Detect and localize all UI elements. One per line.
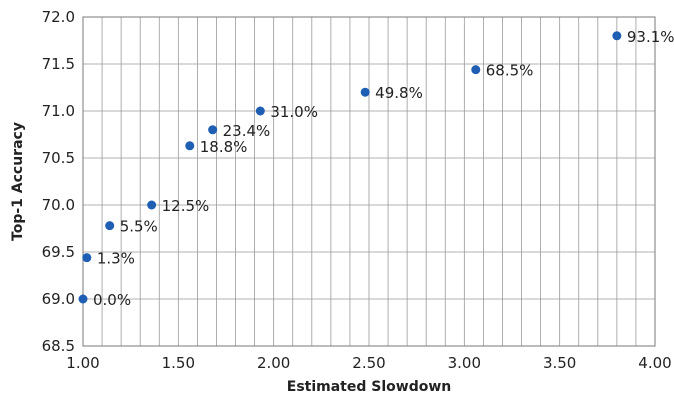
data-point xyxy=(612,31,622,41)
data-point xyxy=(208,125,218,135)
y-tick-label: 68.5 xyxy=(42,337,75,355)
data-point xyxy=(78,294,88,304)
data-point xyxy=(360,87,370,97)
y-tick-label: 71.0 xyxy=(42,102,75,120)
data-label: 0.0% xyxy=(93,291,131,309)
data-label: 5.5% xyxy=(120,218,158,236)
x-tick-label: 1.50 xyxy=(162,354,195,372)
y-tick-label: 69.0 xyxy=(42,290,75,308)
x-tick-label: 4.00 xyxy=(638,354,671,372)
data-label: 23.4% xyxy=(223,122,271,140)
x-tick-label: 2.50 xyxy=(352,354,385,372)
data-point xyxy=(255,106,265,116)
data-label: 31.0% xyxy=(270,103,318,121)
data-point xyxy=(147,200,157,210)
data-label: 68.5% xyxy=(486,62,534,80)
data-label: 1.3% xyxy=(97,250,135,268)
x-tick-label: 2.00 xyxy=(257,354,290,372)
y-tick-label: 69.5 xyxy=(42,243,75,261)
x-tick-label: 3.50 xyxy=(543,354,576,372)
x-tick-label: 3.00 xyxy=(448,354,481,372)
y-axis-ticks: 68.5 69.0 69.5 70.0 70.5 71.0 71.5 72.0 xyxy=(42,8,75,355)
x-axis-ticks: 1.00 1.50 2.00 2.50 3.00 3.50 4.00 xyxy=(66,354,671,372)
data-labels: 0.0% 1.3% 5.5%12.5% 18.8%23.4%31.0% 49.8% 68.… xyxy=(93,28,674,309)
y-tick-label: 71.5 xyxy=(42,55,75,73)
data-point xyxy=(185,141,195,151)
data-point xyxy=(105,221,115,231)
plot-border xyxy=(82,16,656,347)
y-axis-title: Top-1 Accuracy xyxy=(10,122,26,241)
data-points xyxy=(78,31,622,304)
data-point xyxy=(82,253,92,263)
y-tick-label: 70.5 xyxy=(42,149,75,167)
data-label: 49.8% xyxy=(375,84,423,102)
y-tick-label: 72.0 xyxy=(42,8,75,26)
data-label: 93.1% xyxy=(627,28,674,46)
y-tick-label: 70.0 xyxy=(42,196,75,214)
data-label: 12.5% xyxy=(162,197,210,215)
x-axis-title: Estimated Slowdown xyxy=(287,379,451,395)
data-label: 18.8% xyxy=(200,138,248,156)
x-tick-label: 1.00 xyxy=(66,354,99,372)
data-point xyxy=(471,65,481,75)
grid xyxy=(82,16,656,347)
